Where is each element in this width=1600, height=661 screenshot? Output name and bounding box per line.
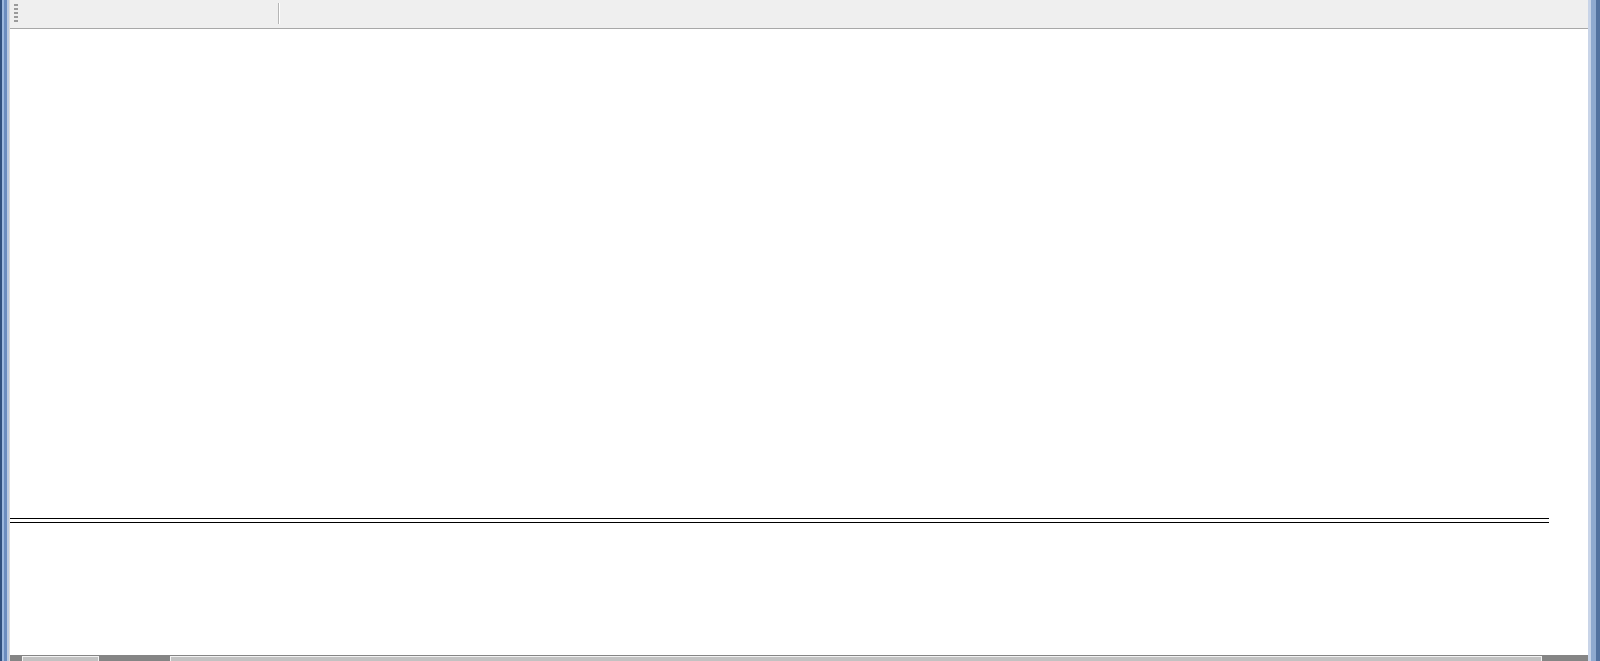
toolbar-grip-handle[interactable] xyxy=(14,4,18,24)
bottom-tab[interactable] xyxy=(170,656,1542,661)
toolbar-separator xyxy=(278,3,279,24)
bottom-tab-strip xyxy=(10,655,1588,661)
window-left-border xyxy=(0,0,10,661)
panel-splitter[interactable] xyxy=(10,518,1549,524)
bottom-tab[interactable] xyxy=(22,656,99,661)
window-scrollbar[interactable] xyxy=(1588,0,1600,661)
timeframe-toolbar xyxy=(10,0,1588,29)
